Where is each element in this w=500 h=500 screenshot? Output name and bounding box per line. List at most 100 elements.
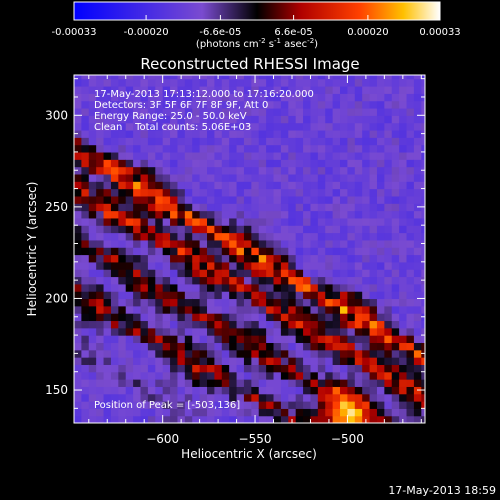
heatmap-cell <box>266 115 275 124</box>
heatmap-cell <box>133 254 142 263</box>
heatmap-cell <box>221 100 230 109</box>
heatmap-cell <box>96 188 105 197</box>
heatmap-cell <box>362 188 371 197</box>
heatmap-cell <box>170 195 179 204</box>
annotation-time-range: 17-May-2013 17:13:12.000 to 17:16:20.000 <box>94 89 314 100</box>
heatmap-cell <box>399 342 408 351</box>
heatmap-cell <box>236 203 245 212</box>
heatmap-cell <box>118 129 127 138</box>
heatmap-cell <box>147 144 156 153</box>
heatmap-cell <box>413 78 422 87</box>
heatmap-cell <box>384 217 393 226</box>
heatmap-cell <box>103 276 112 285</box>
heatmap-cell <box>347 364 356 373</box>
heatmap-cell <box>184 166 193 175</box>
heatmap-cell <box>110 283 119 292</box>
heatmap-cell <box>236 364 245 373</box>
heatmap-cell <box>133 122 142 131</box>
heatmap-cell <box>162 283 171 292</box>
heatmap-cell <box>199 415 208 423</box>
heatmap-cell <box>103 298 112 307</box>
heatmap-cell <box>406 276 415 285</box>
heatmap-cell <box>177 379 186 387</box>
heatmap-cell <box>74 335 82 344</box>
heatmap-cell <box>147 276 156 285</box>
heatmap-cell <box>332 100 341 109</box>
heatmap-cell <box>266 144 275 153</box>
heatmap-cell <box>258 115 267 124</box>
heatmap-cell <box>251 335 260 344</box>
heatmap-cell <box>340 93 349 102</box>
heatmap-cell <box>221 386 230 395</box>
heatmap-cell <box>340 291 349 300</box>
heatmap-cell <box>340 122 349 131</box>
heatmap-cell <box>362 349 371 358</box>
heatmap-cell <box>413 100 422 109</box>
heatmap-cell <box>103 269 112 278</box>
heatmap-cell <box>118 327 127 336</box>
heatmap-cell <box>236 269 245 278</box>
heatmap-cell <box>325 313 334 322</box>
heatmap-cell <box>376 364 385 373</box>
heatmap-cell <box>81 349 90 358</box>
heatmap-cell <box>96 371 105 380</box>
heatmap-cell <box>96 203 105 212</box>
heatmap-cell <box>118 137 127 146</box>
heatmap-cell <box>384 181 393 190</box>
heatmap-cell <box>88 313 97 322</box>
heatmap-cell <box>295 320 304 329</box>
heatmap-cell <box>184 225 193 234</box>
heatmap-cell <box>376 225 385 234</box>
heatmap-cell <box>399 188 408 197</box>
heatmap-cell <box>362 78 371 87</box>
heatmap-cell <box>207 151 215 160</box>
heatmap-cell <box>317 159 326 168</box>
y-tick-label: 250 <box>45 200 68 214</box>
heatmap-cell <box>133 159 142 168</box>
heatmap-cell <box>184 327 193 336</box>
heatmap-cell <box>288 137 297 146</box>
heatmap-cell <box>354 210 363 219</box>
heatmap-cell <box>266 203 275 212</box>
heatmap-cell <box>103 115 112 124</box>
heatmap-cell <box>354 393 363 402</box>
heatmap-cell <box>399 100 408 109</box>
heatmap-cell <box>369 151 378 160</box>
heatmap-cell <box>354 401 363 409</box>
heatmap-cell <box>325 393 334 402</box>
heatmap-cell <box>384 195 393 204</box>
heatmap-cell <box>303 379 312 387</box>
heatmap-cell <box>266 371 275 380</box>
heatmap-cell <box>391 393 400 402</box>
heatmap-cell <box>288 283 297 292</box>
heatmap-cell <box>384 93 393 102</box>
heatmap-cell <box>332 210 341 219</box>
heatmap-cell <box>347 401 356 409</box>
heatmap-cell <box>81 386 90 395</box>
heatmap-cell <box>413 327 422 336</box>
heatmap-cell <box>384 408 393 417</box>
heatmap-cell <box>96 349 105 358</box>
heatmap-cell <box>140 320 149 329</box>
heatmap-cell <box>147 349 156 358</box>
heatmap-cell <box>207 291 215 300</box>
heatmap-cell <box>303 129 312 138</box>
heatmap-cell <box>243 107 252 116</box>
heatmap-cell <box>229 232 238 241</box>
heatmap-cell <box>317 78 326 87</box>
heatmap-cell <box>199 276 208 285</box>
heatmap-cell <box>155 144 164 153</box>
heatmap-cell <box>177 188 186 197</box>
heatmap-cell <box>347 298 356 307</box>
heatmap-cell <box>177 327 186 336</box>
heatmap-cell <box>110 151 119 160</box>
heatmap-cell <box>295 291 304 300</box>
heatmap-cell <box>340 327 349 336</box>
heatmap-cell <box>369 393 378 402</box>
heatmap-cell <box>347 166 356 175</box>
heatmap-cell <box>236 122 245 131</box>
heatmap-cell <box>184 75 193 80</box>
heatmap-cell <box>140 276 149 285</box>
heatmap-cell <box>325 320 334 329</box>
heatmap-cell <box>177 298 186 307</box>
